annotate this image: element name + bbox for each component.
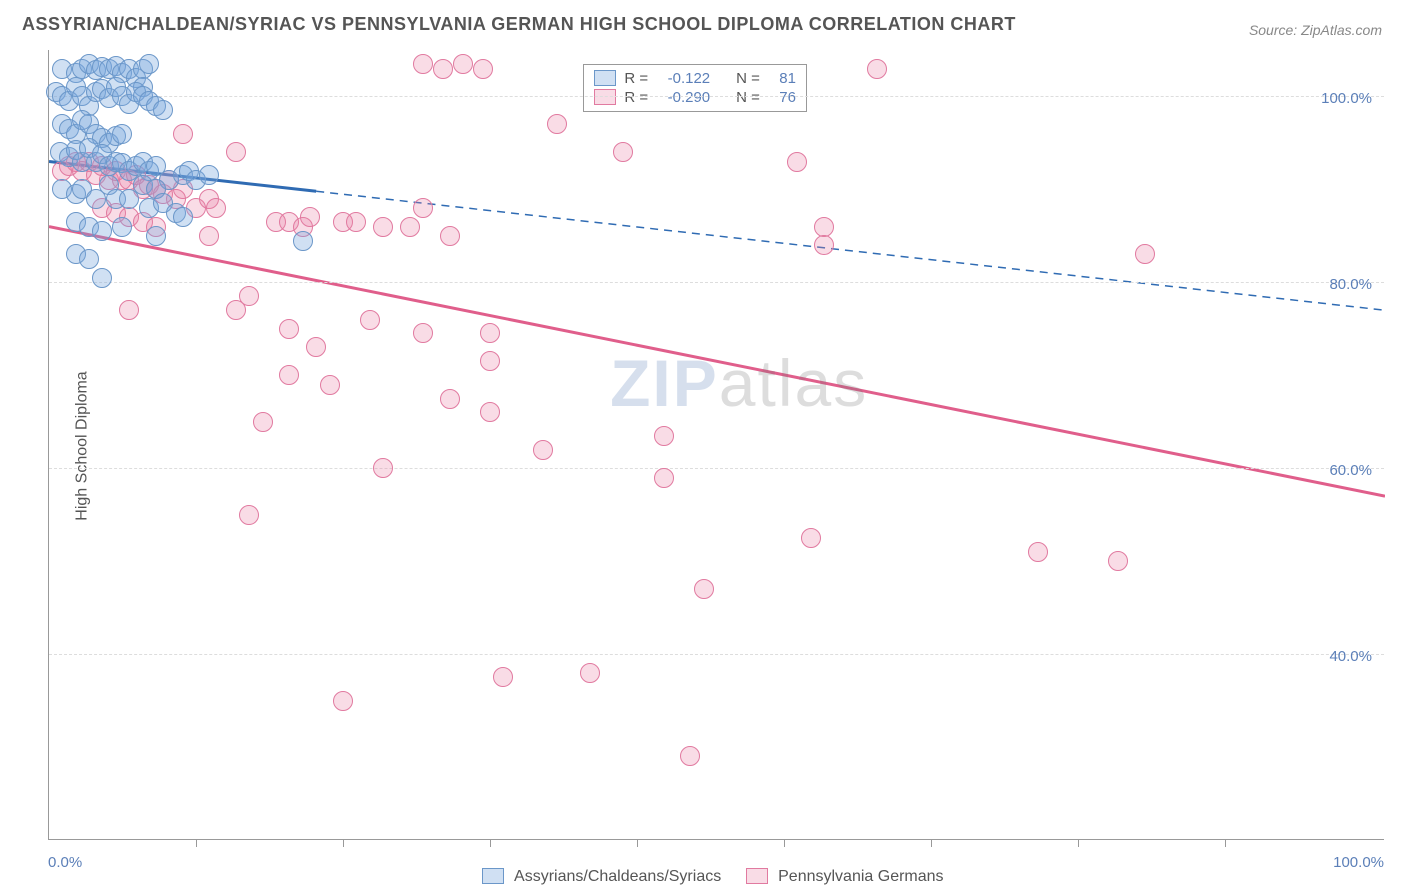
legend-row-blue: R = -0.122 N = 81 bbox=[594, 69, 796, 88]
gridline bbox=[49, 468, 1384, 469]
y-tick-label: 100.0% bbox=[1321, 90, 1372, 107]
scatter-point-pink bbox=[373, 217, 393, 237]
scatter-point-pink bbox=[360, 310, 380, 330]
series-label-pink: Pennsylvania Germans bbox=[778, 868, 943, 885]
scatter-point-pink bbox=[400, 217, 420, 237]
scatter-point-blue bbox=[112, 124, 132, 144]
scatter-point-blue bbox=[293, 231, 313, 251]
scatter-point-pink bbox=[453, 54, 473, 74]
scatter-point-blue bbox=[199, 165, 219, 185]
scatter-point-pink bbox=[694, 579, 714, 599]
scatter-point-pink bbox=[413, 198, 433, 218]
y-tick-label: 40.0% bbox=[1329, 648, 1372, 665]
x-tick bbox=[343, 839, 344, 847]
scatter-point-pink bbox=[547, 114, 567, 134]
scatter-point-pink bbox=[226, 142, 246, 162]
x-tick bbox=[1225, 839, 1226, 847]
scatter-point-blue bbox=[79, 249, 99, 269]
x-tick-label-left: 0.0% bbox=[48, 854, 82, 871]
scatter-point-blue bbox=[139, 54, 159, 74]
scatter-point-blue bbox=[153, 100, 173, 120]
scatter-point-pink bbox=[206, 198, 226, 218]
scatter-point-pink bbox=[440, 389, 460, 409]
swatch-blue bbox=[594, 70, 616, 86]
scatter-point-pink bbox=[320, 375, 340, 395]
n-label: N = bbox=[736, 70, 760, 87]
trend-lines-layer bbox=[49, 50, 1385, 840]
scatter-point-blue bbox=[112, 217, 132, 237]
scatter-point-pink bbox=[1108, 551, 1128, 571]
chart-container: ASSYRIAN/CHALDEAN/SYRIAC VS PENNSYLVANIA… bbox=[0, 0, 1406, 892]
chart-title: ASSYRIAN/CHALDEAN/SYRIAC VS PENNSYLVANIA… bbox=[22, 14, 1016, 35]
scatter-point-pink bbox=[801, 528, 821, 548]
y-tick-label: 80.0% bbox=[1329, 276, 1372, 293]
scatter-point-pink bbox=[814, 217, 834, 237]
scatter-point-pink bbox=[333, 691, 353, 711]
scatter-point-pink bbox=[433, 59, 453, 79]
scatter-point-pink bbox=[306, 337, 326, 357]
scatter-point-pink bbox=[480, 402, 500, 422]
x-tick bbox=[931, 839, 932, 847]
scatter-point-pink bbox=[480, 323, 500, 343]
scatter-point-pink bbox=[1028, 542, 1048, 562]
watermark: ZIPatlas bbox=[610, 345, 868, 421]
source-label: Source: bbox=[1249, 22, 1297, 38]
r-value-blue: -0.122 bbox=[656, 70, 710, 87]
scatter-point-pink bbox=[1135, 244, 1155, 264]
scatter-point-pink bbox=[279, 319, 299, 339]
scatter-point-pink bbox=[613, 142, 633, 162]
watermark-atlas: atlas bbox=[719, 346, 868, 420]
scatter-point-pink bbox=[413, 54, 433, 74]
scatter-point-pink bbox=[533, 440, 553, 460]
scatter-point-pink bbox=[373, 458, 393, 478]
scatter-point-pink bbox=[867, 59, 887, 79]
x-tick bbox=[196, 839, 197, 847]
scatter-point-pink bbox=[199, 226, 219, 246]
gridline bbox=[49, 96, 1384, 97]
scatter-point-pink bbox=[680, 746, 700, 766]
scatter-point-pink bbox=[253, 412, 273, 432]
scatter-point-blue bbox=[92, 268, 112, 288]
x-tick bbox=[784, 839, 785, 847]
r-label: R = bbox=[624, 70, 648, 87]
x-tick bbox=[1078, 839, 1079, 847]
swatch-blue bbox=[482, 868, 504, 884]
scatter-point-pink bbox=[493, 667, 513, 687]
n-value-blue: 81 bbox=[768, 70, 796, 87]
gridline bbox=[49, 282, 1384, 283]
scatter-point-pink bbox=[413, 323, 433, 343]
scatter-point-pink bbox=[239, 505, 259, 525]
swatch-pink bbox=[746, 868, 768, 884]
scatter-point-blue bbox=[92, 221, 112, 241]
gridline bbox=[49, 654, 1384, 655]
source-value: ZipAtlas.com bbox=[1301, 22, 1382, 38]
watermark-zip: ZIP bbox=[610, 346, 719, 420]
scatter-point-pink bbox=[279, 365, 299, 385]
scatter-point-pink bbox=[440, 226, 460, 246]
scatter-point-pink bbox=[654, 426, 674, 446]
scatter-point-pink bbox=[173, 124, 193, 144]
scatter-point-pink bbox=[480, 351, 500, 371]
scatter-point-pink bbox=[239, 286, 259, 306]
scatter-point-pink bbox=[473, 59, 493, 79]
y-tick-label: 60.0% bbox=[1329, 462, 1372, 479]
x-tick bbox=[637, 839, 638, 847]
series-label-blue: Assyrians/Chaldeans/Syriacs bbox=[514, 868, 721, 885]
scatter-point-pink bbox=[300, 207, 320, 227]
scatter-point-blue bbox=[146, 226, 166, 246]
scatter-point-blue bbox=[173, 207, 193, 227]
series-legend: Assyrians/Chaldeans/Syriacs Pennsylvania… bbox=[0, 868, 1406, 886]
x-tick-label-right: 100.0% bbox=[1333, 854, 1384, 871]
scatter-point-pink bbox=[119, 300, 139, 320]
scatter-point-pink bbox=[346, 212, 366, 232]
scatter-point-pink bbox=[654, 468, 674, 488]
scatter-point-pink bbox=[814, 235, 834, 255]
scatter-point-pink bbox=[787, 152, 807, 172]
correlation-legend: R = -0.122 N = 81 R = -0.290 N = 76 bbox=[583, 64, 807, 112]
scatter-point-pink bbox=[580, 663, 600, 683]
x-tick bbox=[490, 839, 491, 847]
source-attribution: Source: ZipAtlas.com bbox=[1249, 22, 1382, 38]
plot-area: ZIPatlas R = -0.122 N = 81 R = -0.290 N … bbox=[48, 50, 1384, 840]
